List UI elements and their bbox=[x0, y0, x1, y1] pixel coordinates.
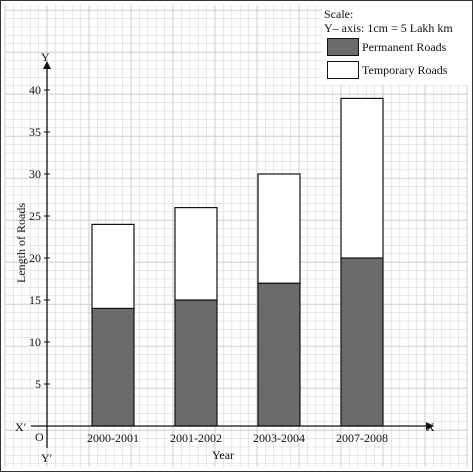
y-tick-label: 5 bbox=[35, 377, 41, 391]
bar-permanent bbox=[174, 299, 218, 427]
x-axis-title: Year bbox=[212, 448, 234, 462]
y-tick-labels: 5 10 15 20 25 30 35 40 bbox=[29, 83, 50, 391]
x-tick-label: 2001-2002 bbox=[170, 431, 222, 445]
x-tick-labels: 2000-2001 2001-2002 2003-2004 2007-2008 bbox=[87, 431, 388, 445]
legend-label-temporary: Temporary Roads bbox=[362, 63, 448, 77]
x-axis-arrow bbox=[426, 422, 434, 430]
bar-temporary bbox=[174, 207, 218, 301]
scale-title: Scale: bbox=[324, 7, 354, 21]
legend-item-permanent: Permanent Roads bbox=[327, 38, 446, 56]
y-tick-label: 30 bbox=[29, 167, 41, 181]
y-tick-label: 25 bbox=[29, 209, 41, 223]
x-axis-left-label: X′ bbox=[15, 420, 27, 434]
y-axis-top-label: Y bbox=[41, 50, 50, 64]
bars bbox=[91, 97, 384, 427]
bar-permanent bbox=[340, 257, 384, 427]
x-tick-label: 2003-2004 bbox=[253, 431, 305, 445]
bar-permanent bbox=[91, 307, 135, 427]
origin-label: O bbox=[35, 430, 44, 444]
bar-temporary bbox=[91, 223, 135, 309]
y-tick-label: 35 bbox=[29, 125, 41, 139]
legend-label-permanent: Permanent Roads bbox=[362, 40, 447, 54]
legend-swatch-permanent bbox=[327, 38, 359, 56]
y-tick-label: 40 bbox=[29, 83, 41, 97]
y-tick-label: 20 bbox=[29, 251, 41, 265]
x-tick-label: 2007-2008 bbox=[336, 431, 388, 445]
y-tick-label: 15 bbox=[29, 293, 41, 307]
bar-temporary bbox=[257, 173, 301, 284]
y-axis-arrow bbox=[43, 61, 51, 69]
bar-temporary bbox=[340, 97, 384, 259]
scale-text: Y– axis: 1cm = 5 Lakh km bbox=[324, 21, 453, 35]
y-axis-title: Length of Roads bbox=[14, 203, 28, 283]
y-tick-label: 10 bbox=[29, 335, 41, 349]
y-axis-bottom-label: Y′ bbox=[41, 451, 53, 465]
x-tick-label: 2000-2001 bbox=[87, 431, 139, 445]
legend-item-temporary: Temporary Roads bbox=[327, 61, 447, 79]
legend-swatch-temporary bbox=[327, 61, 359, 79]
x-axis-right-label: X bbox=[426, 420, 435, 434]
legend: Scale: Y– axis: 1cm = 5 Lakh km Permanen… bbox=[322, 5, 468, 85]
bar-permanent bbox=[257, 282, 301, 427]
